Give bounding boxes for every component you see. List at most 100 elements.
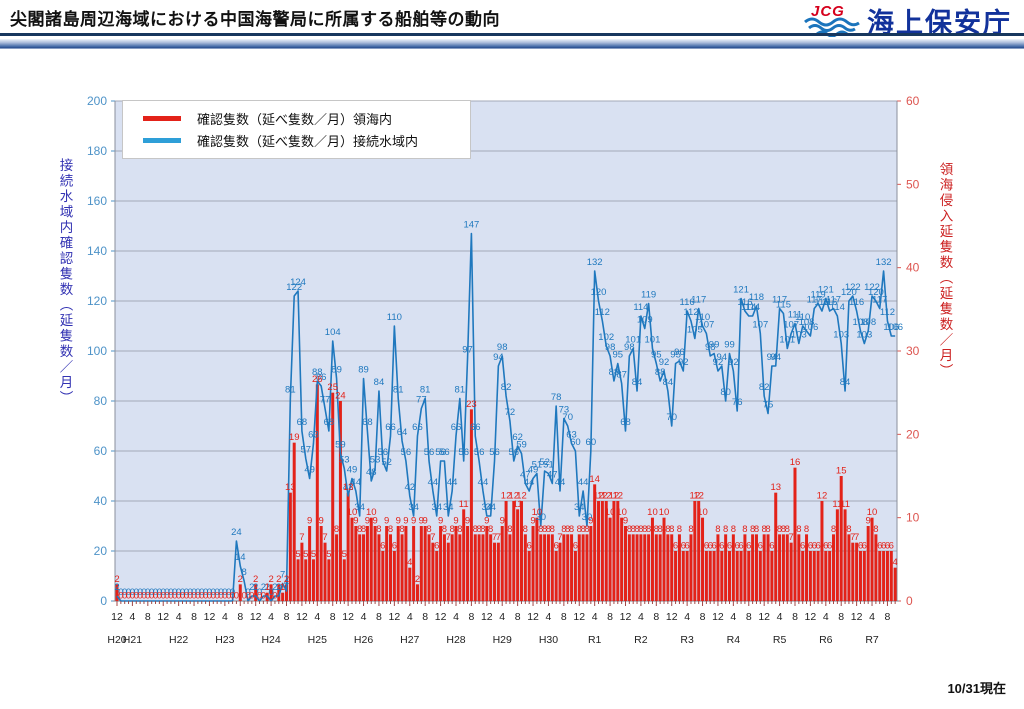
month-tick-label: 4: [499, 611, 505, 623]
bar: [724, 534, 728, 601]
bar: [554, 551, 558, 601]
bar: [712, 551, 716, 601]
data-label: 94: [493, 352, 504, 363]
data-label: 120: [841, 287, 857, 298]
bar: [843, 509, 847, 601]
bar: [358, 534, 362, 601]
data-label: 8: [542, 524, 547, 535]
bar: [689, 534, 693, 601]
data-label: 6: [877, 541, 882, 552]
era-label: R4: [727, 634, 741, 646]
bar: [793, 467, 797, 601]
month-tick-label: 8: [468, 611, 474, 623]
data-label: 9: [396, 516, 401, 527]
labels-contiguous: 2000000000000000000000000000000241480220…: [114, 220, 903, 599]
data-label: 68: [362, 417, 373, 428]
month-tick-label: 12: [342, 611, 354, 623]
data-label: 7: [430, 532, 435, 543]
data-label: 89: [358, 365, 369, 376]
month-tick-label: 12: [758, 611, 770, 623]
jcg-logo-icon: JCG: [803, 3, 861, 37]
data-label: 1: [265, 582, 270, 593]
data-label: 0: [161, 591, 166, 602]
data-label: 53: [339, 455, 350, 466]
data-label: 8: [449, 524, 454, 535]
data-label: 0: [134, 591, 139, 602]
bar: [570, 534, 574, 601]
bar: [446, 542, 450, 601]
bar: [527, 551, 531, 601]
month-tick-label: 12: [481, 611, 493, 623]
data-label: 0: [157, 587, 162, 598]
bar: [643, 534, 647, 601]
data-label: 8: [669, 524, 674, 535]
month-tick-label: 8: [838, 611, 844, 623]
data-label: 10: [647, 507, 658, 518]
data-label: 10: [532, 507, 543, 518]
data-label: 111: [788, 310, 802, 321]
data-label: 122: [286, 282, 302, 293]
bar: [535, 517, 539, 601]
data-label: 92: [659, 357, 670, 368]
data-label: 82: [501, 382, 512, 393]
data-label: 0: [149, 591, 154, 602]
data-label: 70: [666, 412, 677, 423]
chart-legend: 確認隻数（延べ隻数／月）領海内 確認隻数（延べ隻数／月）接続水域内: [122, 100, 471, 159]
data-label: 52: [539, 457, 550, 468]
data-label: 44: [524, 477, 535, 488]
month-tick-label: 4: [823, 611, 829, 623]
right-axis-tick: 60: [906, 94, 920, 108]
data-label: 101: [645, 335, 661, 346]
data-label: 42: [404, 482, 415, 493]
data-label: 9: [866, 516, 871, 527]
data-label: 81: [420, 385, 431, 396]
data-label: 116: [822, 297, 837, 308]
bar: [747, 551, 751, 601]
month-tick-label: 8: [746, 611, 752, 623]
bar: [647, 534, 651, 601]
data-label: 0: [134, 587, 139, 598]
data-label: 6: [858, 541, 863, 552]
data-label: 8: [426, 524, 431, 535]
month-tick-label: 4: [638, 611, 644, 623]
bar: [454, 526, 458, 601]
data-label: 0: [180, 587, 185, 598]
data-label: 6: [827, 541, 832, 552]
data-label: 8: [777, 524, 782, 535]
data-label: 34: [354, 502, 365, 513]
data-label: 8: [646, 524, 651, 535]
bar: [408, 567, 412, 601]
bar: [666, 534, 670, 601]
data-label: 122: [845, 282, 861, 293]
data-label: 73: [559, 405, 570, 416]
data-label: 34: [443, 502, 454, 513]
bar: [635, 534, 639, 601]
data-label: 81: [393, 385, 404, 396]
bar: [573, 551, 577, 601]
data-label: 0: [172, 591, 177, 602]
data-label: 6: [808, 541, 813, 552]
data-label: 0: [211, 591, 216, 602]
data-label: 44: [578, 477, 589, 488]
data-label: 0: [130, 591, 135, 602]
bar: [385, 526, 389, 601]
bar: [485, 526, 489, 601]
data-label: 84: [840, 377, 851, 388]
data-label: 0: [203, 587, 208, 598]
month-tick-label: 4: [546, 611, 552, 623]
data-label: 77: [416, 395, 427, 406]
bar: [350, 517, 354, 601]
data-label: 0: [161, 587, 166, 598]
data-label: 0: [184, 587, 189, 598]
month-tick-label: 4: [361, 611, 367, 623]
data-label: 12: [597, 491, 608, 502]
data-label: 6: [815, 541, 820, 552]
bar: [681, 551, 685, 601]
bar: [338, 401, 342, 601]
month-tick-label: 12: [805, 611, 817, 623]
data-label: 106: [883, 322, 899, 333]
labels-territorial: 2000000000000000000000000000000020002001…: [114, 374, 897, 602]
data-label: 30: [535, 512, 546, 523]
data-label: 0: [195, 587, 200, 598]
bar: [762, 534, 766, 601]
